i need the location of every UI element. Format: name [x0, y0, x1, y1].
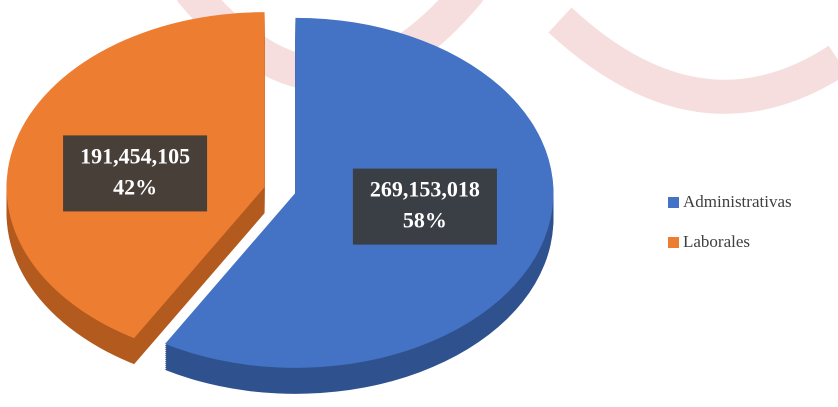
data-label-value: 269,153,018 [370, 177, 480, 202]
data-label-percent: 58% [403, 208, 447, 233]
data-label-box [352, 168, 497, 245]
legend-swatch [668, 197, 679, 208]
legend-swatch [668, 237, 679, 248]
data-label-percent: 42% [113, 174, 157, 199]
legend: Administrativas Laborales [668, 192, 792, 251]
legend-label: Laborales [683, 232, 750, 251]
legend-label: Administrativas [683, 192, 792, 211]
pie: 269,153,018 58% 191,454,105 42% [6, 12, 554, 394]
data-label-box [63, 135, 208, 212]
data-label-value: 191,454,105 [80, 143, 190, 168]
watermark [176, 0, 838, 114]
